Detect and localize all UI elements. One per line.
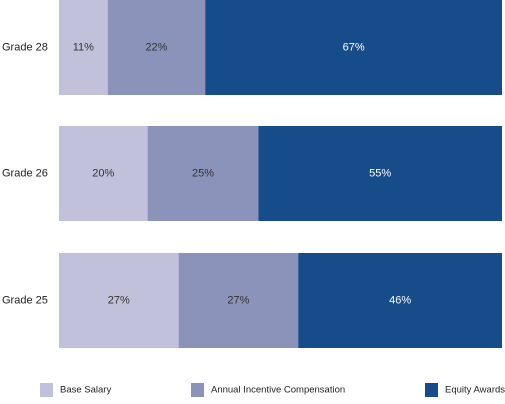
bar-grade-26-base-salary	[59, 126, 148, 221]
plot-area: Grade 28 11% 22% 67% Grade 26 20% 25% 55% Grade …	[2, 0, 502, 348]
category-label-grade-25: Grade 25	[2, 294, 48, 306]
data-label-grade-25-annual-incentive-compensation: 27%	[227, 294, 249, 306]
bar-grade-28-annual-incentive-compensation	[107, 0, 206, 95]
bar-grade-28-equity-awards	[205, 0, 502, 95]
data-label-grade-28-equity-awards: 67%	[343, 41, 365, 53]
bar-grade-25-equity-awards	[298, 253, 502, 348]
bar-grade-25-annual-incentive-compensation	[178, 253, 299, 348]
bar-grade-26-equity-awards	[258, 126, 502, 221]
legend-label-equity-awards: Equity Awards	[445, 385, 505, 396]
legend-swatch-equity-awards	[425, 383, 438, 397]
legend-label-annual-incentive-compensation: Annual Incentive Compensation	[211, 385, 345, 396]
category-label-grade-28: Grade 28	[2, 41, 48, 53]
bar-grade-26-annual-incentive-compensation	[147, 126, 259, 221]
data-label-grade-26-annual-incentive-compensation: 25%	[192, 167, 214, 179]
data-label-grade-26-equity-awards: 55%	[369, 167, 391, 179]
data-label-grade-25-equity-awards: 46%	[389, 294, 411, 306]
bar-grade-28-base-salary	[59, 0, 108, 95]
data-label-grade-28-base-salary: 11%	[73, 41, 94, 53]
legend-swatch-annual-incentive-compensation	[191, 383, 204, 397]
bar-grade-25-base-salary	[59, 253, 179, 348]
legend-swatch-base-salary	[40, 383, 53, 397]
data-label-grade-26-base-salary: 20%	[92, 167, 114, 179]
data-label-grade-25-base-salary: 27%	[108, 294, 130, 306]
legend-label-base-salary: Base Salary	[60, 385, 111, 396]
data-label-grade-28-annual-incentive-compensation: 22%	[145, 41, 167, 53]
legend: Base Salary Annual Incentive Compensation…	[40, 383, 505, 397]
category-label-grade-26: Grade 26	[2, 167, 48, 179]
